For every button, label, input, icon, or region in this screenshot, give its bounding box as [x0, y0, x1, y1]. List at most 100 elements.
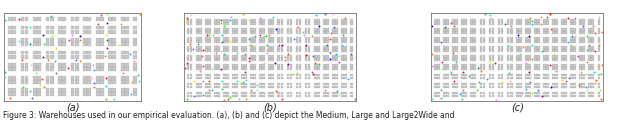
Bar [88, 80, 91, 84]
Bar [314, 58, 317, 61]
Bar [214, 77, 217, 79]
Bar [232, 22, 235, 25]
Bar [561, 55, 564, 58]
Bar [470, 31, 473, 34]
Bar [232, 28, 235, 31]
Bar [534, 83, 537, 85]
Bar [498, 19, 500, 22]
Bar [591, 95, 594, 97]
Bar [498, 46, 500, 49]
Bar [470, 19, 473, 22]
Bar [33, 26, 37, 29]
Bar [205, 86, 207, 88]
Bar [323, 67, 326, 70]
Bar [8, 80, 12, 84]
Bar [455, 28, 458, 31]
Bar [335, 58, 338, 61]
Bar [62, 63, 66, 67]
Bar [296, 40, 298, 43]
Bar [598, 31, 600, 34]
Bar [287, 92, 289, 94]
Bar [244, 46, 247, 49]
Bar [510, 83, 513, 85]
Bar [190, 58, 193, 61]
Bar [88, 92, 91, 96]
Bar [461, 95, 464, 97]
Bar [268, 19, 271, 22]
Bar [525, 77, 527, 79]
Bar [335, 22, 338, 25]
Bar [507, 46, 509, 49]
Bar [573, 95, 576, 97]
Bar [250, 28, 253, 31]
Bar [500, 28, 504, 31]
Bar [278, 37, 280, 40]
Bar [444, 19, 446, 22]
Bar [280, 37, 284, 40]
Bar [208, 19, 211, 22]
Bar [113, 67, 116, 71]
Bar [187, 28, 189, 31]
Bar [253, 92, 256, 94]
Bar [278, 58, 280, 61]
Bar [534, 19, 537, 22]
Bar [133, 92, 137, 96]
Bar [296, 31, 298, 34]
Bar [250, 46, 253, 49]
Bar [588, 19, 591, 22]
Bar [525, 28, 527, 31]
Bar [326, 92, 328, 94]
Bar [582, 86, 585, 88]
Bar [500, 49, 504, 52]
Bar [268, 77, 271, 79]
Bar [241, 22, 244, 25]
Bar [507, 86, 509, 88]
Bar [470, 46, 473, 49]
Bar [588, 22, 591, 25]
Bar [25, 55, 29, 59]
Bar [470, 83, 473, 85]
Bar [537, 31, 540, 34]
Bar [483, 22, 485, 25]
Bar [208, 49, 211, 52]
Bar [187, 64, 189, 67]
Bar [474, 49, 476, 52]
Bar [268, 95, 271, 97]
Bar [437, 55, 440, 58]
Bar [33, 92, 37, 96]
Bar [461, 86, 464, 88]
Bar [253, 28, 256, 31]
Bar [70, 80, 74, 84]
Bar [199, 49, 202, 52]
Bar [555, 95, 558, 97]
Bar [241, 77, 244, 79]
Bar [588, 74, 591, 76]
Bar [305, 46, 307, 49]
Bar [573, 77, 576, 79]
Bar [488, 46, 492, 49]
Bar [437, 95, 440, 97]
Bar [253, 55, 256, 58]
Bar [205, 58, 207, 61]
Bar [344, 64, 347, 67]
Bar [289, 77, 292, 79]
Bar [12, 76, 16, 79]
Bar [271, 58, 274, 61]
Bar [317, 83, 319, 85]
Bar [62, 38, 66, 42]
Bar [45, 51, 49, 54]
Bar [452, 74, 455, 76]
Bar [12, 17, 16, 21]
Bar [317, 77, 319, 79]
Bar [223, 83, 226, 85]
Bar [70, 55, 74, 59]
Bar [452, 58, 455, 61]
Bar [75, 92, 79, 96]
Bar [326, 86, 328, 88]
Bar [470, 77, 473, 79]
Bar [588, 67, 591, 70]
Bar [498, 58, 500, 61]
Bar [196, 77, 198, 79]
Bar [253, 74, 256, 76]
Bar [187, 49, 189, 52]
